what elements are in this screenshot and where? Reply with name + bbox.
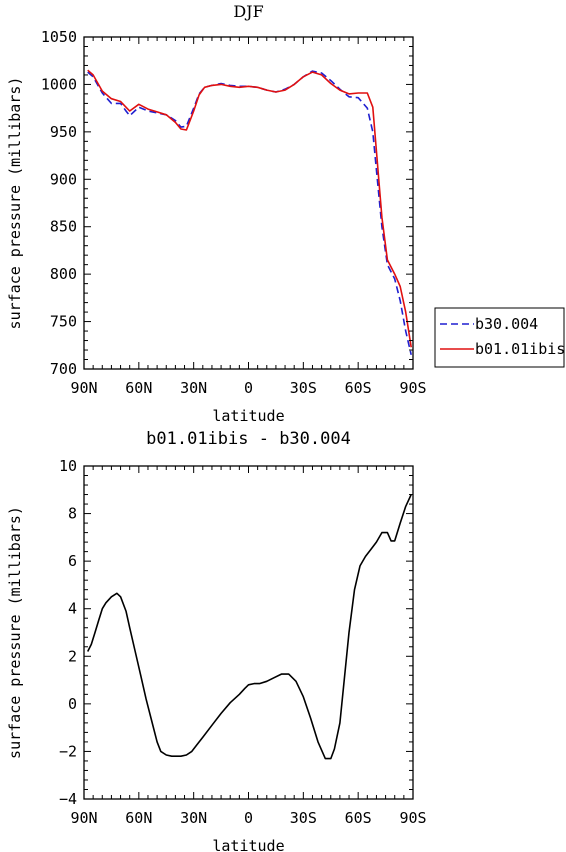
y-tick-label: 2: [68, 647, 77, 665]
x-tick-label: 0: [244, 379, 253, 397]
legend-box: [434, 307, 565, 368]
y-tick-label: 6: [68, 552, 77, 570]
x-tick-label: 30S: [290, 809, 317, 827]
x-tick-label: 90N: [70, 379, 97, 397]
x-tick-label: 90S: [399, 379, 426, 397]
top-panel-djf: DJF 90N 60N 30N 0 30S 60S 90S 700 750 800 850 900 950…: [6, 2, 565, 425]
x-axis-label: latitude: [212, 837, 284, 852]
y-tick-label: −4: [59, 790, 77, 808]
x-tick-label: 60N: [125, 809, 152, 827]
y-tick-label: −2: [59, 742, 77, 760]
y-tick-label: 900: [50, 170, 77, 188]
x-tick-label: 30S: [290, 379, 317, 397]
x-tick-label: 30N: [180, 379, 207, 397]
y-tick-label: 750: [50, 313, 77, 331]
y-tick-label: 4: [68, 600, 77, 618]
y-tick-label: 10: [59, 457, 77, 475]
x-tick-label: 90S: [399, 809, 426, 827]
y-tick-label: 0: [68, 695, 77, 713]
x-tick-label: 60S: [345, 809, 372, 827]
x-tick-label: 60N: [125, 379, 152, 397]
legend-label-b30.004: b30.004: [475, 315, 538, 333]
legend-label-b01.01ibis: b01.01ibis: [475, 340, 565, 358]
y-tick-label: 1000: [41, 75, 77, 93]
legend: b30.004 b01.01ibis: [434, 307, 565, 368]
y-tick-label: 8: [68, 505, 77, 523]
y-tick-label: 850: [50, 218, 77, 236]
y-axis-label: surface pressure (millibars): [6, 506, 24, 759]
series-line-series-0: [86, 494, 412, 760]
chart-title: b01.01ibis - b30.004: [146, 429, 351, 449]
x-tick-label: 0: [244, 809, 253, 827]
series-line-b01.01ibis: [87, 69, 412, 348]
x-tick-label: 30N: [180, 809, 207, 827]
series-line-b30.004: [87, 70, 412, 355]
x-axis-label: latitude: [212, 407, 284, 425]
y-tick-label: 700: [50, 360, 77, 378]
x-tick-label: 90N: [70, 809, 97, 827]
y-tick-label: 1050: [41, 28, 77, 46]
plot-frame: [83, 465, 414, 800]
x-tick-label: 60S: [345, 379, 372, 397]
y-tick-label: 950: [50, 123, 77, 141]
y-axis-label: surface pressure (millibars): [6, 77, 24, 330]
chart-title: DJF: [233, 2, 263, 21]
y-tick-label: 800: [50, 265, 77, 283]
bottom-panel-difference: b01.01ibis - b30.004 90N 60N 30N 0 30S 60S 90S −…: [6, 429, 427, 852]
